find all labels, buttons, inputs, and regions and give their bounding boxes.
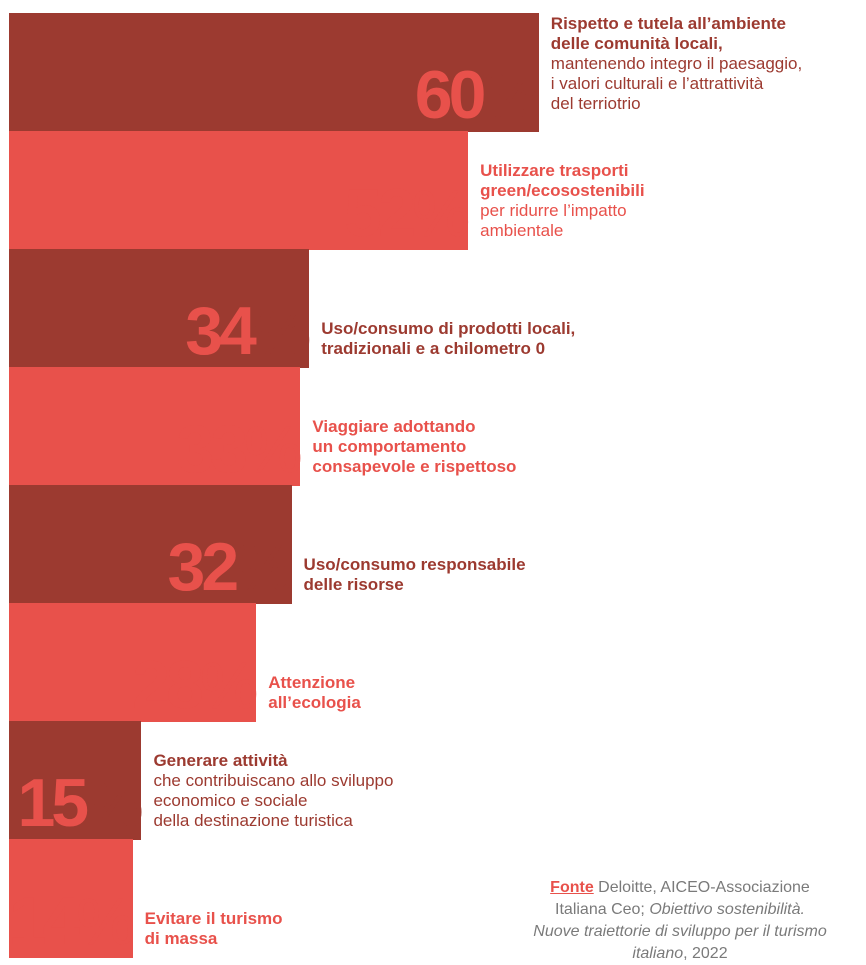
label-bold-line: un comportamento — [312, 437, 467, 456]
label-line: ambientale — [480, 221, 564, 240]
value-number: 33 — [176, 411, 248, 487]
label-bold-line: Generare attività — [153, 751, 288, 770]
value-unit: % — [85, 766, 144, 840]
label-line: i valori culturali e l’attrattività — [550, 74, 764, 93]
label-bold-line: Attenzione — [268, 673, 356, 692]
source-year: 2022 — [692, 945, 728, 962]
value-unit: % — [244, 412, 303, 486]
category-label-28: Attenzione all’ecologia — [268, 673, 361, 713]
label-line: economico e sociale — [153, 791, 308, 810]
label-bold-line: Uso/consumo responsabile — [303, 555, 526, 574]
category-label-52: Utilizzare trasporti green/ecosostenibili… — [480, 161, 644, 241]
source-label: Fonte — [550, 879, 594, 896]
source-note: Fonte Deloitte, AICEO-Associazione Itali… — [533, 879, 827, 962]
label-bold-line: di massa — [144, 929, 218, 948]
value-label-15: 15% — [17, 769, 143, 837]
bar-15 — [9, 721, 142, 840]
value-label-14: 14% — [9, 887, 135, 955]
label-bold-line: delle comunità locali, — [550, 34, 723, 53]
label-bold-line: all’ecologia — [268, 693, 361, 712]
label-bold-line: Viaggiare adottando — [312, 417, 476, 436]
value-label-33: 33% — [176, 415, 302, 483]
label-line: mantenendo integro il paesaggio, — [550, 54, 803, 73]
source-title-line3: italiano — [632, 945, 684, 962]
label-bold-line: Uso/consumo di prodotti locali, — [321, 319, 576, 338]
value-number: 15 — [17, 765, 89, 841]
value-label-34: 34% — [185, 297, 311, 365]
value-number: 60 — [414, 57, 487, 133]
value-label-28: 28% — [132, 651, 258, 719]
source-authors-line2: Italiana Ceo; — [555, 901, 645, 918]
label-bold-line: delle risorse — [303, 575, 404, 594]
category-label-34: Uso/consumo di prodotti locali, tradizion… — [321, 319, 575, 359]
bar-52 — [9, 131, 469, 250]
label-line: della destinazione turistica — [153, 811, 353, 830]
value-unit: % — [252, 294, 312, 368]
category-label-60: Rispetto e tutela all’ambiente delle comu… — [551, 14, 802, 114]
value-number: 14 — [8, 883, 81, 959]
label-line: del terriotrio — [550, 94, 641, 113]
source-title-line1: Obiettivo sostenibilità. — [649, 901, 805, 918]
category-label-15: Generare attività che contribuiscano allo… — [153, 751, 393, 831]
bar-60 — [9, 13, 539, 132]
label-bold-line: Evitare il turismo — [144, 909, 283, 928]
value-unit: % — [411, 176, 471, 250]
label-bold-line: Rispetto e tutela all’ambiente — [550, 14, 787, 33]
value-unit: % — [199, 648, 259, 722]
category-label-32: Uso/consumo responsabile delle risorse — [304, 555, 526, 595]
bar-33 — [9, 367, 301, 486]
source-authors-line1: Deloitte, AICEO-Associazione — [598, 879, 810, 896]
label-line: che contribuiscano allo sviluppo — [153, 771, 394, 790]
label-bold-line: consapevole e rispettoso — [312, 457, 517, 476]
value-number: 34 — [185, 293, 257, 369]
bar-32 — [9, 485, 292, 604]
bar-28 — [9, 603, 257, 722]
value-number: 52 — [344, 175, 416, 251]
category-label-33: Viaggiare adottando un comportamento consa… — [312, 417, 516, 477]
value-label-32: 32% — [168, 533, 294, 601]
bar-14 — [9, 839, 133, 958]
value-number: 32 — [167, 529, 240, 605]
value-unit: % — [235, 530, 294, 604]
label-bold-line: tradizionali e a chilometro 0 — [321, 339, 546, 358]
label-bold-line: green/ecosostenibili — [480, 181, 645, 200]
value-label-52: 52% — [344, 179, 470, 247]
value-label-60: 60% — [415, 61, 541, 129]
label-bold-line: Utilizzare trasporti — [480, 161, 629, 180]
label-line: per ridurre l’impatto — [480, 201, 627, 220]
bar-34 — [9, 249, 310, 368]
value-unit: % — [482, 58, 542, 132]
value-number: 28 — [132, 647, 204, 723]
source-title-line2: Nuove traiettorie di sviluppo per il tur… — [533, 923, 827, 940]
category-label-14: Evitare il turismo di massa — [145, 909, 283, 949]
value-unit: % — [76, 884, 135, 958]
